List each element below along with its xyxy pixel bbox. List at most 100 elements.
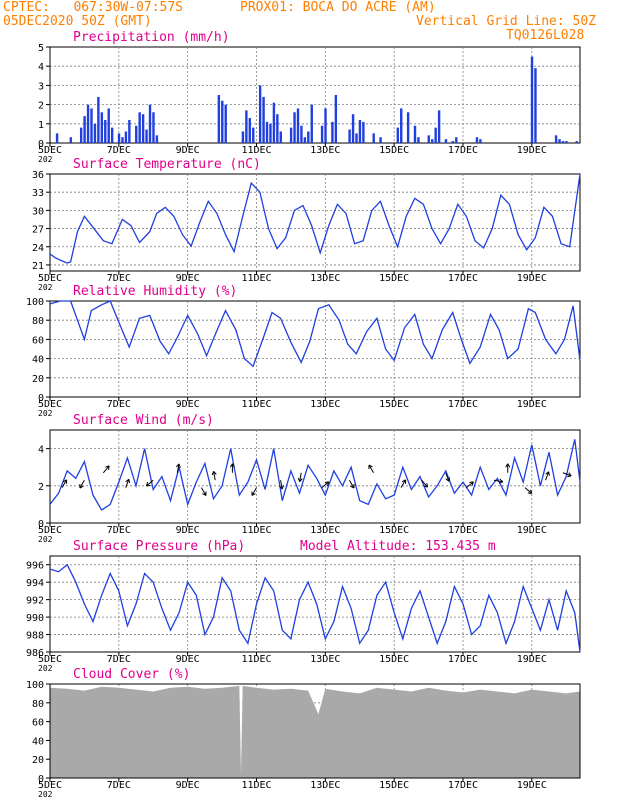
year-fragment: 202	[38, 283, 53, 292]
y-tick-label: 990	[26, 613, 44, 624]
station-name: PROX01: BOCA DO ACRE (AM)	[240, 0, 436, 15]
panel-title: Relative Humidity (%)	[73, 284, 237, 299]
y-tick-label: 4	[38, 445, 44, 456]
precip-bar	[355, 133, 358, 143]
wind-arrow	[445, 472, 450, 482]
precip-bar	[434, 127, 437, 143]
year-fragment: 202	[38, 155, 53, 164]
precip-bar	[152, 112, 155, 143]
run-date: 05DEC2020 50Z (GMT)	[3, 14, 152, 29]
x-tick-label: 17DEC	[448, 525, 478, 536]
x-tick-label: 19DEC	[517, 273, 547, 284]
precip-bar	[303, 137, 307, 143]
x-tick-label: 13DEC	[310, 654, 340, 665]
y-tick-label: 21	[32, 261, 44, 272]
precip-bar	[245, 110, 248, 143]
x-tick-label: 13DEC	[310, 399, 340, 410]
panel-2: 5DEC 7DEC 9DEC 11DEC 13DEC 15DEC 17DEC 19DEC 202…	[32, 157, 581, 292]
precip-bar	[276, 114, 279, 143]
x-tick-label: 9DEC	[176, 525, 200, 536]
precip-bar	[262, 96, 265, 143]
y-tick-label: 40	[32, 355, 44, 366]
precip-bar	[479, 139, 482, 143]
precip-bar	[427, 135, 430, 143]
wind-arrow-head	[251, 491, 256, 496]
y-tick-label: 2	[38, 101, 44, 112]
precip-bar	[79, 127, 83, 143]
precip-bar	[451, 141, 455, 143]
precip-bar	[141, 114, 145, 143]
y-tick-label: 5	[38, 43, 44, 54]
panel-4: 5DEC 7DEC 9DEC 11DEC 13DEC 15DEC 17DEC 19DEC202…	[38, 413, 581, 544]
y-tick-label: 996	[26, 561, 44, 572]
precip-bar	[93, 123, 97, 143]
precip-bar	[97, 96, 100, 143]
precip-bar	[307, 131, 310, 143]
y-tick-label: 80	[32, 699, 44, 710]
precip-bar	[437, 110, 441, 143]
precip-bar	[241, 131, 245, 143]
precip-bar	[117, 133, 121, 143]
wind-arrow-head	[145, 482, 151, 487]
y-tick-label: 2	[38, 482, 44, 493]
panel-title: Surface Pressure (hPa)	[73, 539, 245, 554]
y-tick-label: 1	[38, 120, 44, 131]
wind-arrow-head	[229, 463, 235, 468]
panel-frame	[49, 555, 581, 653]
y-tick-label: 30	[32, 206, 44, 217]
panel-frame	[49, 300, 581, 398]
precip-bar	[565, 141, 568, 143]
precip-bar	[145, 129, 148, 143]
wind-arrow-head	[211, 471, 217, 476]
wind-arrow-head	[350, 484, 355, 489]
y-tick-label: 80	[32, 316, 44, 327]
panel-title: Surface Wind (m/s)	[73, 413, 214, 428]
wind-arrow	[251, 487, 257, 496]
x-tick-label: 15DEC	[379, 273, 409, 284]
wind-arrow	[102, 465, 110, 474]
panel-frame	[49, 46, 581, 144]
precip-bar	[148, 104, 152, 143]
wind-arrow-head	[498, 478, 504, 484]
y-tick-label: 20	[32, 755, 44, 766]
x-tick-label: 15DEC	[379, 399, 409, 410]
y-tick-label: 0	[38, 519, 44, 530]
wind-arrow-head	[62, 479, 68, 484]
precip-bar	[331, 121, 334, 143]
y-tick-label: 36	[32, 170, 44, 181]
wind-arrow-head	[445, 477, 451, 482]
precip-bar	[534, 68, 537, 143]
grid-line-note: Vertical Grid Line: 50Z	[416, 14, 597, 29]
panel-title: Precipitation (mm/h)	[73, 30, 230, 45]
x-tick-label: 13DEC	[310, 273, 340, 284]
y-tick-label: 60	[32, 718, 44, 729]
precip-bar	[121, 137, 124, 143]
precip-bar	[293, 112, 296, 143]
x-tick-label: 15DEC	[379, 780, 409, 791]
panel-title: Cloud Cover (%)	[73, 667, 190, 682]
x-tick-label: 17DEC	[448, 399, 478, 410]
precip-bar	[475, 137, 479, 143]
precip-bar	[431, 139, 434, 143]
wind-arrow	[125, 479, 130, 488]
precip-bar	[155, 135, 159, 143]
wind-arrow	[79, 479, 85, 489]
y-tick-label: 992	[26, 596, 44, 607]
y-tick-label: 100	[26, 680, 44, 691]
x-tick-label: 13DEC	[310, 145, 340, 156]
precip-bar	[334, 95, 338, 143]
panel-frame	[49, 429, 581, 524]
precip-bar	[124, 131, 128, 143]
x-tick-label: 13DEC	[310, 780, 340, 791]
y-tick-label: 24	[32, 243, 44, 254]
precip-bar	[107, 108, 110, 143]
x-tick-label: 9DEC	[176, 145, 200, 156]
precip-bar	[221, 100, 224, 143]
wind-arrow-head	[79, 484, 84, 489]
x-tick-label: 15DEC	[379, 525, 409, 536]
precip-bar	[530, 56, 534, 143]
precip-bar	[413, 125, 417, 143]
precip-bar	[289, 127, 293, 143]
precip-bar	[279, 131, 282, 143]
